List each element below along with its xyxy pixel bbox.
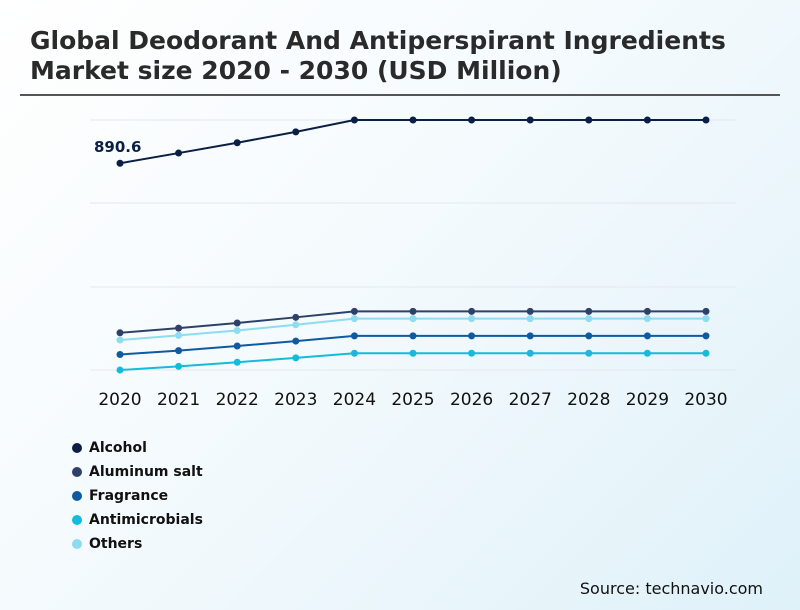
data-point-fragrance: [409, 332, 417, 340]
data-point-aluminum-salt: [233, 319, 241, 327]
data-point-alcohol: [526, 116, 534, 124]
data-point-others: [585, 315, 593, 323]
legend-item: Aluminum salt: [72, 460, 203, 484]
chart-title: Global Deodorant And Antiperspirant Ingr…: [30, 26, 726, 85]
legend-item: Others: [72, 532, 203, 556]
data-point-fragrance: [175, 347, 183, 355]
data-point-fragrance: [468, 332, 476, 340]
legend-marker-icon: [72, 539, 82, 549]
data-point-aluminum-salt: [350, 307, 358, 315]
data-point-aluminum-salt: [468, 307, 476, 315]
data-point-fragrance: [702, 332, 710, 340]
data-point-others: [468, 315, 476, 323]
data-point-fragrance: [292, 337, 300, 345]
legend-label: Aluminum salt: [89, 464, 203, 480]
data-point-fragrance: [585, 332, 593, 340]
legend-label: Alcohol: [89, 440, 147, 456]
data-point-alcohol: [233, 139, 241, 147]
x-tick-label: 2025: [391, 390, 434, 410]
data-point-alcohol: [468, 116, 476, 124]
data-label: 890.6: [94, 138, 141, 156]
data-point-alcohol: [702, 116, 710, 124]
source-note: Source: technavio.com: [579, 579, 763, 598]
data-point-antimicrobials: [350, 349, 358, 357]
data-point-alcohol: [175, 149, 183, 157]
data-point-antimicrobials: [175, 362, 183, 370]
data-point-aluminum-salt: [585, 307, 593, 315]
legend-marker-icon: [72, 443, 82, 453]
data-point-others: [116, 336, 124, 344]
legend-item: Alcohol: [72, 436, 203, 460]
data-point-antimicrobials: [702, 349, 710, 357]
legend-label: Antimicrobials: [89, 512, 203, 528]
x-tick-label: 2029: [626, 390, 669, 410]
legend-marker-icon: [72, 467, 82, 477]
data-point-antimicrobials: [292, 354, 300, 362]
data-point-alcohol: [643, 116, 651, 124]
x-tick-label: 2022: [216, 390, 259, 410]
legend-marker-icon: [72, 491, 82, 501]
data-point-others: [526, 315, 534, 323]
data-point-alcohol: [116, 159, 124, 167]
x-tick-label: 2027: [509, 390, 552, 410]
data-point-others: [175, 331, 183, 339]
data-point-aluminum-salt: [175, 324, 183, 332]
series-line-alcohol: [119, 119, 706, 165]
legend-label: Others: [89, 536, 143, 552]
x-tick-label: 2023: [274, 390, 317, 410]
legend-item: Fragrance: [72, 484, 203, 508]
data-point-fragrance: [526, 332, 534, 340]
data-point-antimicrobials: [585, 349, 593, 357]
legend-item: Antimicrobials: [72, 508, 203, 532]
data-point-fragrance: [643, 332, 651, 340]
x-tick-label: 2021: [157, 390, 200, 410]
x-tick-label: 2024: [333, 390, 376, 410]
data-point-others: [350, 315, 358, 323]
legend-marker-icon: [72, 515, 82, 525]
data-point-aluminum-salt: [526, 307, 534, 315]
data-point-alcohol: [409, 116, 417, 124]
x-tick-label: 2028: [567, 390, 610, 410]
data-point-fragrance: [233, 342, 241, 350]
data-point-alcohol: [350, 116, 358, 124]
data-point-antimicrobials: [233, 358, 241, 366]
data-point-aluminum-salt: [643, 307, 651, 315]
data-point-fragrance: [350, 332, 358, 340]
legend-label: Fragrance: [89, 488, 169, 504]
data-point-others: [233, 326, 241, 334]
x-tick-label: 2030: [684, 390, 727, 410]
data-point-aluminum-salt: [116, 329, 124, 337]
data-point-antimicrobials: [116, 366, 124, 374]
data-point-alcohol: [292, 128, 300, 136]
x-tick-label: 2020: [98, 390, 141, 410]
data-point-others: [409, 315, 417, 323]
data-point-fragrance: [116, 351, 124, 359]
data-point-antimicrobials: [643, 349, 651, 357]
data-point-aluminum-salt: [702, 307, 710, 315]
data-point-antimicrobials: [468, 349, 476, 357]
data-point-aluminum-salt: [409, 307, 417, 315]
data-point-aluminum-salt: [292, 313, 300, 321]
data-point-others: [643, 315, 651, 323]
data-point-others: [292, 321, 300, 329]
data-point-others: [702, 315, 710, 323]
x-tick-label: 2026: [450, 390, 493, 410]
title-divider: [20, 94, 780, 96]
data-point-antimicrobials: [409, 349, 417, 357]
data-point-antimicrobials: [526, 349, 534, 357]
data-point-alcohol: [585, 116, 593, 124]
legend: Alcohol Aluminum salt Fragrance Antimicrobi…: [72, 436, 203, 556]
